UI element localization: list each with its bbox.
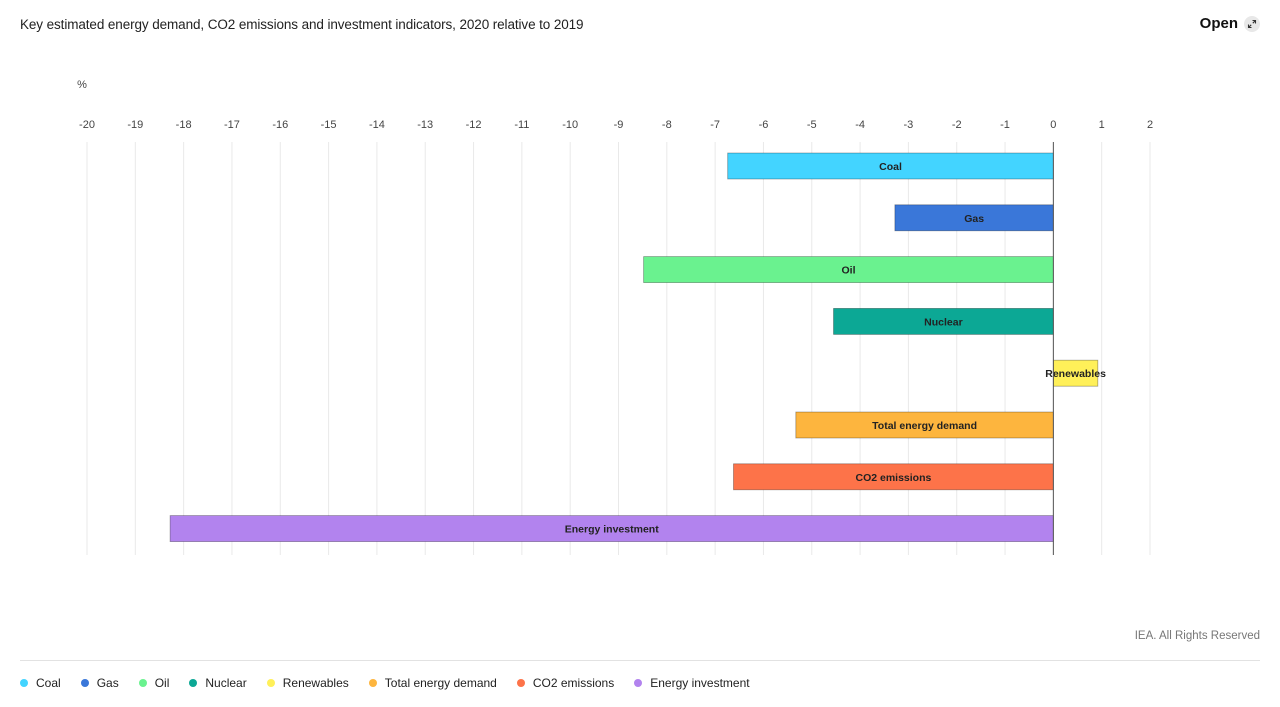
- bar-label: Energy investment: [565, 524, 659, 536]
- x-tick-label: -1: [1000, 119, 1010, 131]
- x-tick-label: -8: [662, 119, 672, 131]
- chart-title: Key estimated energy demand, CO2 emissio…: [20, 17, 584, 32]
- legend-item-gas[interactable]: Gas: [80, 676, 119, 690]
- bar-label: Renewables: [1045, 368, 1106, 380]
- x-tick-label: -9: [614, 119, 624, 131]
- copyright-credit: IEA. All Rights Reserved: [1134, 630, 1260, 642]
- legend-marker: [138, 679, 147, 687]
- x-tick-label: -16: [272, 119, 288, 131]
- x-tick-label: -18: [176, 119, 192, 131]
- x-tick-label: -4: [855, 119, 865, 131]
- x-tick-label: -11: [514, 119, 529, 131]
- x-tick-label: -13: [417, 119, 433, 131]
- legend-marker: [634, 679, 643, 687]
- legend-item-co2-emissions[interactable]: CO2 emissions: [516, 676, 615, 690]
- x-tick-label: 0: [1050, 119, 1056, 131]
- open-label: Open: [1199, 15, 1238, 32]
- x-tick-label: -19: [127, 119, 143, 131]
- legend-item-total-energy-demand[interactable]: Total energy demand: [368, 676, 497, 690]
- legend-marker: [266, 679, 275, 687]
- bar-coal[interactable]: [727, 152, 1054, 180]
- bar-oil[interactable]: [643, 256, 1054, 284]
- legend-marker: [189, 679, 198, 687]
- x-tick-label: -15: [321, 119, 337, 131]
- legend-label: Renewables: [282, 676, 349, 690]
- open-button[interactable]: Open: [1200, 15, 1260, 32]
- bar-gas[interactable]: [894, 204, 1054, 232]
- legend-marker: [368, 679, 377, 687]
- legend-item-nuclear[interactable]: Nuclear: [189, 676, 247, 690]
- bar-chart: % -20 -19 -18 -17 -16 -15 -14 -13 -12 -11 -10 -9 -8-…: [77, 79, 1153, 555]
- x-tick-label: -7: [710, 119, 720, 131]
- bar-label: Gas: [964, 213, 984, 225]
- gridlines: [86, 142, 1151, 555]
- legend-label: Oil: [154, 676, 170, 690]
- bar-label: Nuclear: [924, 316, 963, 328]
- expand-icon: [1244, 15, 1260, 32]
- legend-item-energy-investment[interactable]: Energy investment: [634, 676, 750, 690]
- x-tick-label: -20: [79, 119, 95, 131]
- x-tick-label: -10: [562, 119, 578, 131]
- x-tick-label: 2: [1147, 119, 1153, 131]
- bar-label: Coal: [879, 161, 902, 173]
- bar-label: Total energy demand: [872, 420, 977, 432]
- legend-item-renewables[interactable]: Renewables: [266, 676, 349, 690]
- legend-label: Coal: [36, 676, 61, 690]
- legend-label: Nuclear: [205, 676, 247, 690]
- legend-divider: [20, 660, 1260, 661]
- x-tick-label: -6: [759, 119, 769, 131]
- bar-label: Oil: [841, 265, 855, 277]
- bar-energy-investment[interactable]: [169, 515, 1054, 542]
- bar-total-energy-demand[interactable]: [795, 411, 1054, 439]
- legend-item-oil[interactable]: Oil: [138, 676, 170, 690]
- legend-marker: [20, 679, 28, 687]
- legend-label: CO2 emissions: [532, 676, 615, 690]
- unit-label: %: [77, 79, 87, 91]
- legend-marker: [80, 679, 89, 687]
- x-tick-label: -3: [904, 119, 914, 131]
- legend-marker: [516, 679, 525, 687]
- x-tick-label: -12: [466, 119, 482, 131]
- x-tick-label: 1: [1099, 119, 1105, 131]
- legend-item-coal[interactable]: Coal: [20, 676, 61, 690]
- x-axis-ticks: -20 -19 -18 -17 -16 -15 -14 -13 -12 -11 -10 -9 -8 -7-…: [79, 119, 1153, 131]
- x-tick-label: -17: [224, 119, 240, 131]
- bar-co2-emissions[interactable]: [733, 463, 1054, 491]
- bar-label: CO2 emissions: [855, 472, 931, 484]
- legend-label: Gas: [96, 676, 119, 690]
- x-tick-label: -14: [369, 119, 385, 131]
- legend-label: Energy investment: [650, 676, 750, 690]
- bars: [169, 152, 1099, 542]
- x-tick-label: -2: [952, 119, 962, 131]
- legend: Coal Gas Oil Nuclear Renewables Total energy …: [20, 676, 750, 690]
- bar-renewables[interactable]: [1052, 359, 1099, 387]
- legend-label: Total energy demand: [384, 676, 497, 690]
- bar-labels: Coal Gas Oil Nuclear Renewables Total energy …: [565, 161, 1106, 536]
- x-tick-label: -5: [807, 119, 817, 131]
